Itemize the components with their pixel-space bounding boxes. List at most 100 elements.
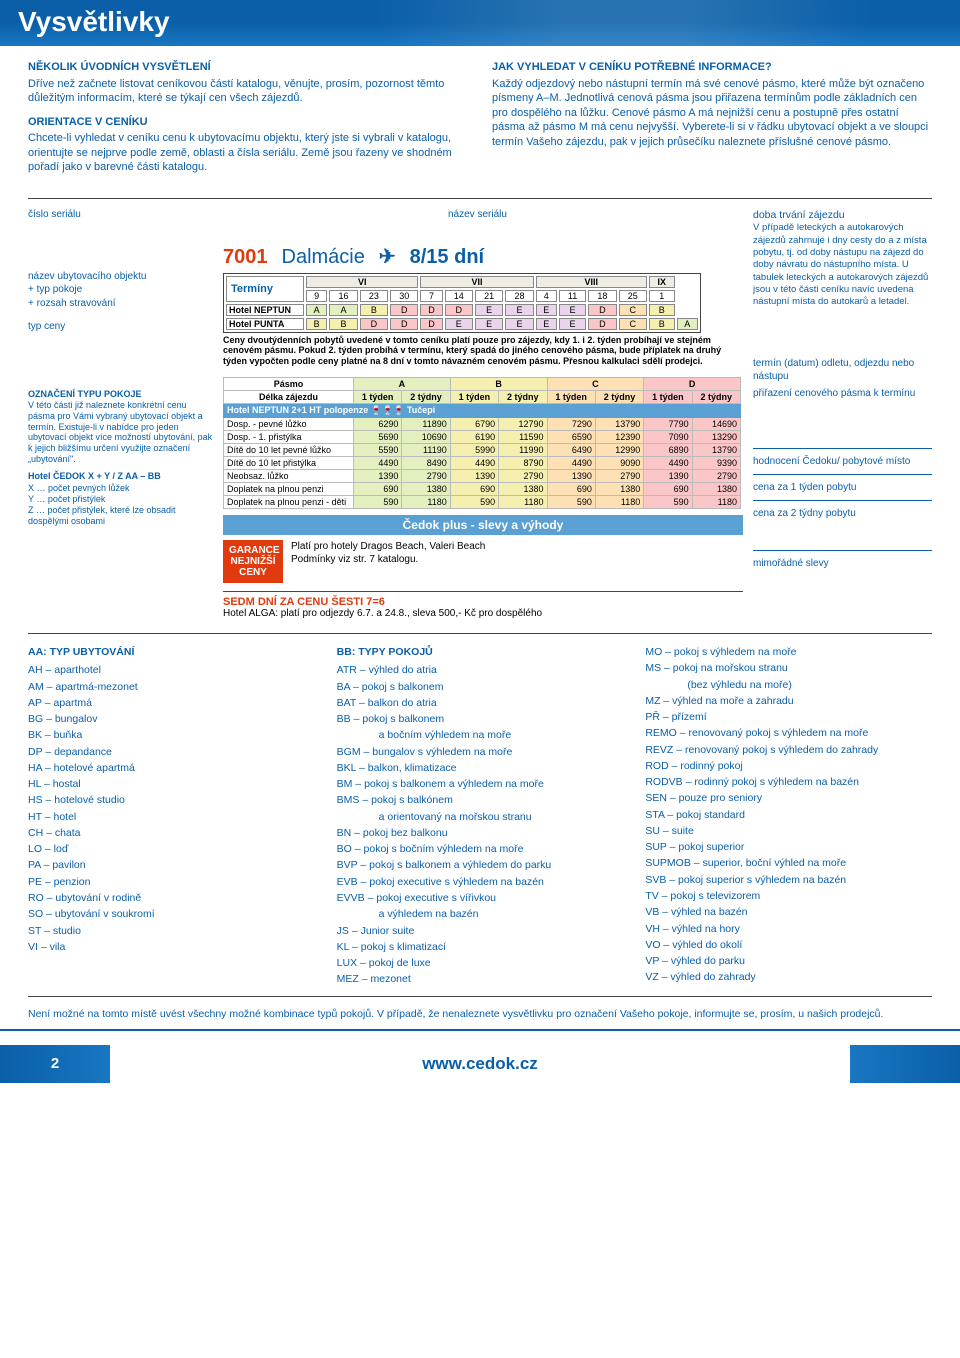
abbrev-item: VI – vila <box>28 939 315 955</box>
abbrev-item: (bez výhledu na moře) <box>645 677 932 693</box>
intro-heading-2: ORIENTACE V CENÍKU <box>28 115 468 130</box>
dur-cell: 2 týdny <box>692 391 740 404</box>
abbrev-item: BGM – bungalov s výhledem na moře <box>337 744 624 760</box>
right-labels: doba trvání zájezdu V případě leteckých … <box>753 209 932 619</box>
abbrev-item: HT – hotel <box>28 809 315 825</box>
label-cislo-serialu: číslo seriálu <box>28 209 213 220</box>
terminy-note: Ceny dvoutýdenních pobytů uvedené v tomt… <box>223 335 743 367</box>
abbrev-item: CH – chata <box>28 825 315 841</box>
belt-header: D <box>644 378 741 391</box>
abbrev-item: HA – hotelové apartmá <box>28 760 315 776</box>
intro-text: Dříve než začnete listovat ceníkovou čás… <box>28 77 468 106</box>
abbrev-item: a výhledem na bazén <box>337 906 624 922</box>
abbrev-item: SUPMOB – superior, boční výhled na moře <box>645 855 932 871</box>
abbrev-item: MS – pokoj na mořskou stranu <box>645 660 932 676</box>
abbrev-item: BMS – pokoj s balkónem <box>337 792 624 808</box>
abbrev-item: TV – pokoj s televizorem <box>645 888 932 904</box>
abbrev-item: VZ – výhled do zahrady <box>645 969 932 985</box>
abbrev-item: PA – pavilon <box>28 857 315 873</box>
cedok-plus-bar: Čedok plus - slevy a výhody <box>223 515 743 535</box>
abbrev-item: AH – aparthotel <box>28 662 315 678</box>
terminy-table: Termíny VI VII VIII IX 91623307142128411… <box>223 273 701 333</box>
dur-cell: 1 týden <box>450 391 498 404</box>
plus-text-1: Platí pro hotely Dragos Beach, Valeri Be… <box>291 540 485 553</box>
label-termin-datum: termín (datum) odletu, odjezdu nebo nást… <box>753 357 932 383</box>
label-prirazeni: přiřazení cenového pásma k termínu <box>753 387 932 400</box>
intro-text: Chcete-li vyhledat v ceníku cenu k ubyto… <box>28 131 468 175</box>
abbrev-col1-title: AA: TYP UBYTOVÁNÍ <box>28 644 315 660</box>
dur-cell: 2 týdny <box>499 391 547 404</box>
abbrev-item: MEZ – mezonet <box>337 971 624 987</box>
garance-badge: GARANCE NEJNIŽŠÍ CENY <box>223 540 283 583</box>
hdr-delka: Délka zájezdu <box>224 391 354 404</box>
abbrev-item: PE – penzion <box>28 874 315 890</box>
abbrev-item: PŘ – přízemí <box>645 709 932 725</box>
intro-text: Každý odjezdový nebo nástupní termín má … <box>492 77 932 150</box>
formula-z: Z … počet přistýlek, které lze obsadit d… <box>28 505 213 528</box>
label-doba-text: V případě leteckých a autokarových zájez… <box>753 222 932 308</box>
label-mimoradne: mimořádné slevy <box>753 550 932 570</box>
abbrev-item: BB – pokoj s balkonem <box>337 711 624 727</box>
abbrev-item: STA – pokoj standard <box>645 807 932 823</box>
abbrev-item: ROD – rodinný pokoj <box>645 758 932 774</box>
abbrev-item: ATR – výhled do atria <box>337 662 624 678</box>
belt-header: A <box>354 378 451 391</box>
abbrev-item: BN – pokoj bez balkonu <box>337 825 624 841</box>
page-number: 2 <box>0 1045 110 1083</box>
abbrev-item: a bočním výhledem na moře <box>337 727 624 743</box>
footnote: Není možné na tomto místě uvést všechny … <box>28 1007 932 1021</box>
dur-cell: 1 týden <box>547 391 595 404</box>
page-title: Vysvětlivky <box>0 0 960 46</box>
belt-header: B <box>450 378 547 391</box>
label-cena2: cena za 2 týdny pobytu <box>753 500 932 520</box>
abbrev-item: SVB – pokoj superior s výhledem na bazén <box>645 872 932 888</box>
seven-sub: Hotel ALGA: platí pro odjezdy 6.7. a 24.… <box>223 608 743 619</box>
abbrev-item: a orientovaný na mořskou stranu <box>337 809 624 825</box>
month-cell: VI <box>306 276 418 288</box>
label-hodnoceni: hodnocení Čedoku/ pobytové místo <box>753 448 932 468</box>
serial-number: 7001 <box>223 246 268 269</box>
hdr-pasmo: Pásmo <box>224 378 354 391</box>
abbrev-item: SO – ubytování v soukromí <box>28 906 315 922</box>
plane-icon: ✈ <box>379 244 396 269</box>
month-cell: IX <box>649 276 675 288</box>
abbrev-item: BA – pokoj s balkonem <box>337 679 624 695</box>
oznaceni-heading: OZNAČENÍ TYPU POKOJE <box>28 389 213 400</box>
abbrev-item: RO – ubytování v rodině <box>28 890 315 906</box>
divider <box>28 198 932 199</box>
footer-decor <box>850 1045 960 1083</box>
hotel-formula: Hotel ČEDOK X + Y / Z AA – BB <box>28 471 213 482</box>
intro-columns: NĚKOLIK ÚVODNÍCH VYSVĚTLENÍ Dříve než za… <box>28 60 932 184</box>
formula-x: X … počet pevných lůžek <box>28 483 213 494</box>
abbrev-item: BG – bungalov <box>28 711 315 727</box>
abbrev-item: VB – výhled na bazén <box>645 904 932 920</box>
footer-divider <box>0 1029 960 1031</box>
month-cell: VIII <box>536 276 647 288</box>
abbrev-item: SU – suite <box>645 823 932 839</box>
abbrev-item: BM – pokoj s balkonem a výhledem na moře <box>337 776 624 792</box>
abbrev-col2-title: BB: TYPY POKOJŮ <box>337 644 624 660</box>
page-footer: 2 www.cedok.cz <box>0 1043 960 1085</box>
serial-name: Dalmácie <box>282 246 365 269</box>
dur-cell: 1 týden <box>644 391 692 404</box>
abbrev-item: BAT – balkon do atria <box>337 695 624 711</box>
abbrev-item: BVP – pokoj s balkonem a výhledem do par… <box>337 857 624 873</box>
formula-y: Y … počet přistýlek <box>28 494 213 505</box>
abbrev-item: REMO – renovovaný pokoj s výhledem na mo… <box>645 725 932 741</box>
abbrev-item: ST – studio <box>28 923 315 939</box>
price-table: Pásmo A B C D Délka zájezdu 1 týden2 týd… <box>223 377 741 509</box>
abbrev-item: EVB – pokoj executive s výhledem na bazé… <box>337 874 624 890</box>
label-nazev-serialu: název seriálu <box>448 209 507 220</box>
seven-heading: SEDM DNÍ ZA CENU ŠESTI 7=6 <box>223 591 743 608</box>
abbrev-item: MZ – výhled na moře a zahradu <box>645 693 932 709</box>
abbrev-item: RODVB – rodinný pokoj s výhledem na bazé… <box>645 774 932 790</box>
abbrev-item: BKL – balkon, klimatizace <box>337 760 624 776</box>
divider <box>28 633 932 634</box>
abbrev-item: SUP – pokoj superior <box>645 839 932 855</box>
label-doba-head: doba trvání zájezdu <box>753 209 932 223</box>
plus-text-2: Podmínky viz str. 7 katalogu. <box>291 553 485 566</box>
abbrev-item: VH – výhled na hory <box>645 921 932 937</box>
oznaceni-text: V této části již naleznete konkrétní cen… <box>28 400 213 466</box>
intro-heading-1: NĚKOLIK ÚVODNÍCH VYSVĚTLENÍ <box>28 60 468 75</box>
abbrev-item: JS – Junior suite <box>337 923 624 939</box>
